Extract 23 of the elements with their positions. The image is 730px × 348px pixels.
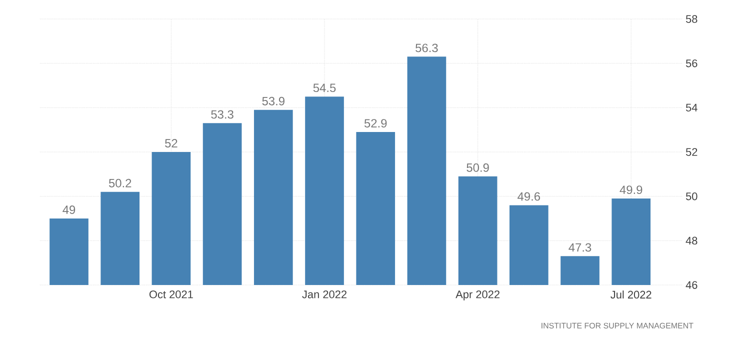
x-tick-label: Oct 2021 [149,290,193,298]
data-label: 50.2 [108,178,132,188]
y-tick-label: 50 [686,192,698,200]
data-label: 56.3 [416,44,438,52]
x-tick-label: Apr 2022 [456,290,500,300]
y-tick-label: 58 [686,15,698,23]
data-label: 47.3 [568,243,592,252]
y-tick-label: 52 [686,148,698,156]
data-label: 52.9 [364,119,387,128]
x-tick-label: Jan 2022 [302,290,346,298]
data-label: 54.5 [313,84,336,92]
data-label: 53.3 [211,110,234,119]
data-label: 52 [165,139,178,148]
y-tick-label: 46 [686,281,698,289]
data-label: 50.9 [466,163,489,172]
data-label: 49.6 [518,192,540,201]
x-tick-label: Jul 2022 [610,290,652,299]
y-tick-label: 56 [686,59,698,68]
data-label: 49.9 [620,186,642,194]
y-tick-label: 54 [686,104,698,112]
data-label: 53.9 [262,96,284,106]
y-tick-label: 48 [686,236,698,245]
data-label: 49 [62,206,76,214]
